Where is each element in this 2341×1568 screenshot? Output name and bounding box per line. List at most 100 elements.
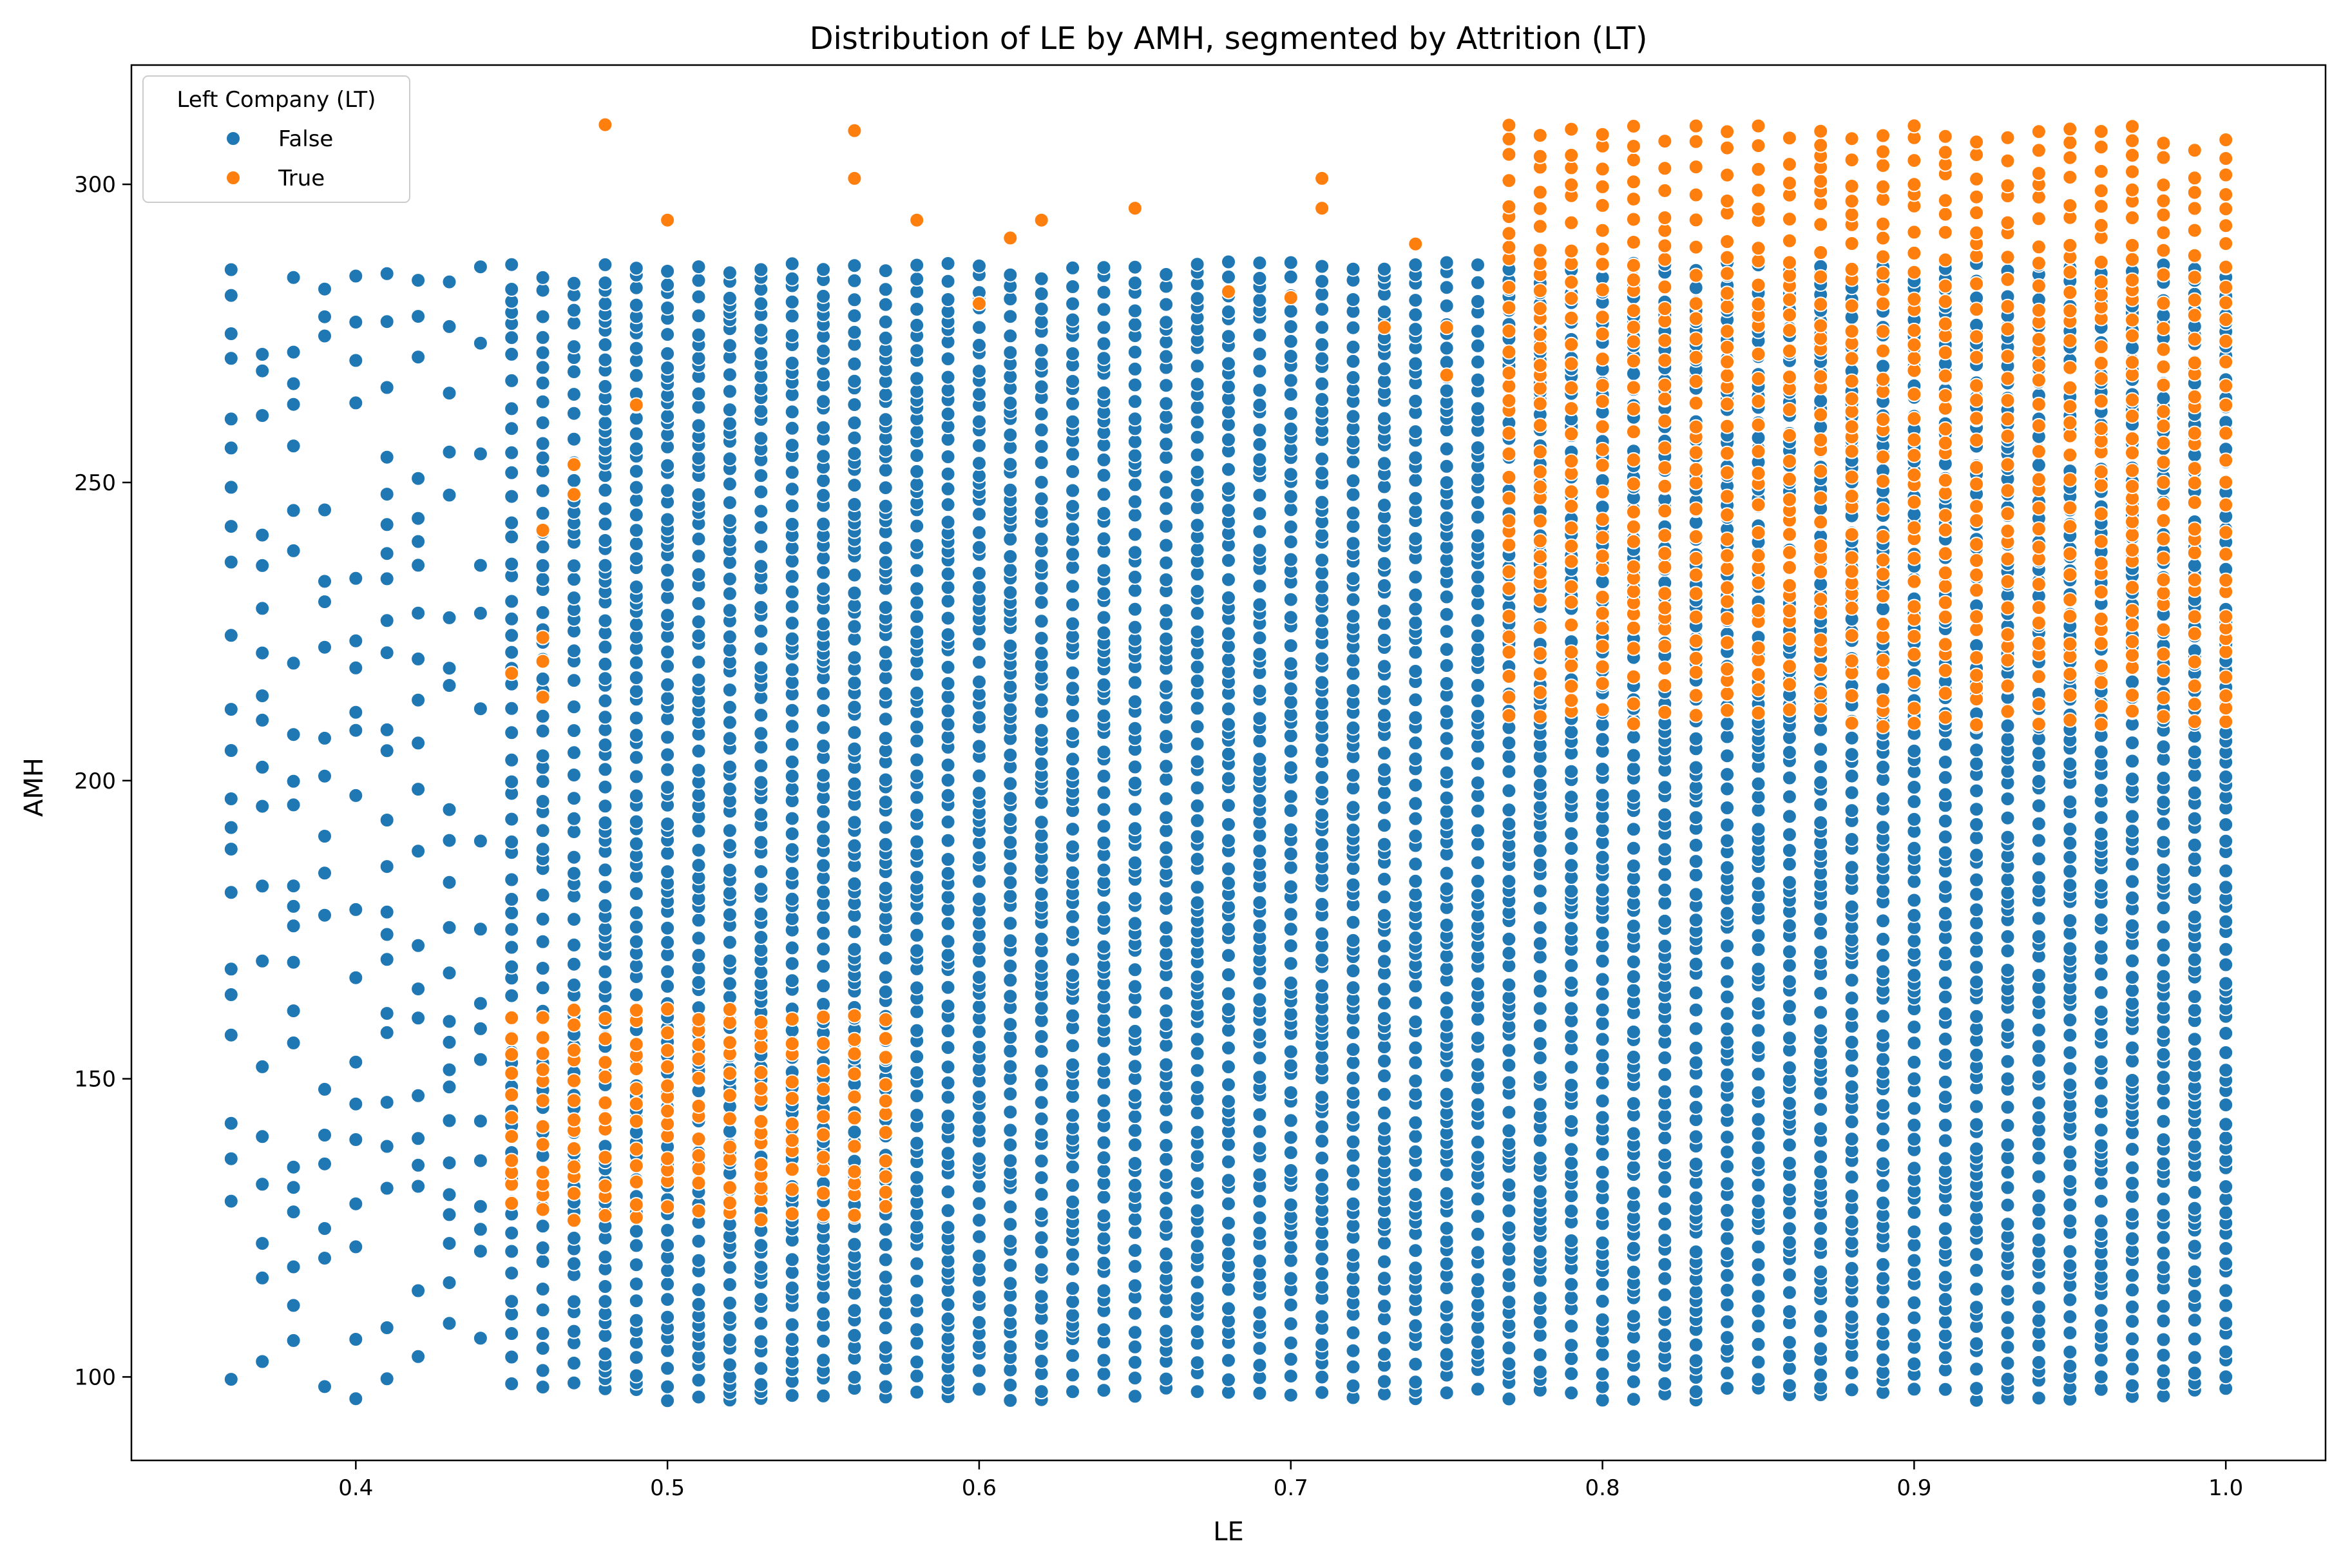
point-false: [2093, 810, 2109, 826]
point-false: [1189, 673, 1205, 689]
point-false: [1283, 879, 1299, 895]
point-false: [1376, 304, 1392, 320]
point-false: [1158, 1167, 1174, 1183]
point-false: [1221, 481, 1236, 497]
point-false: [1283, 1163, 1299, 1178]
point-false: [1470, 274, 1486, 291]
point-false: [1065, 279, 1081, 294]
point-false: [628, 522, 644, 539]
point-false: [535, 887, 551, 903]
point-false: [1158, 555, 1174, 571]
point-false: [410, 533, 426, 550]
point-false: [1470, 338, 1486, 354]
point-false: [1158, 1246, 1174, 1262]
point-false: [1127, 1339, 1143, 1355]
point-false: [1065, 260, 1081, 276]
point-false: [1875, 601, 1891, 617]
point-false: [971, 1314, 987, 1330]
point-false: [1906, 1356, 1922, 1372]
point-false: [909, 271, 925, 287]
point-false: [1252, 1357, 1268, 1373]
point-false: [1189, 879, 1205, 895]
point-false: [566, 723, 582, 739]
point-false: [1594, 1060, 1610, 1076]
point-false: [2155, 1069, 2172, 1085]
point-false: [1221, 571, 1236, 588]
point-false: [753, 739, 769, 755]
point-false: [1750, 1193, 1766, 1209]
point-false: [721, 586, 738, 602]
point-false: [2125, 1378, 2140, 1393]
point-false: [1438, 624, 1455, 640]
point-false: [691, 327, 707, 343]
point-false: [971, 970, 987, 986]
point-false: [753, 774, 769, 790]
point-false: [2218, 1062, 2234, 1078]
point-false: [1470, 678, 1486, 693]
point-false: [846, 477, 863, 493]
point-false: [1438, 948, 1455, 964]
point-false: [1844, 1235, 1860, 1251]
point-false: [285, 542, 301, 559]
point-false: [504, 529, 520, 545]
point-false: [223, 1027, 239, 1043]
point-false: [1002, 933, 1018, 949]
point-false: [410, 651, 426, 667]
point-false: [348, 1391, 364, 1407]
point-false: [940, 716, 956, 732]
point-false: [1096, 818, 1112, 834]
point-false: [721, 885, 738, 901]
point-false: [1408, 735, 1424, 751]
point-false: [1875, 1137, 1891, 1153]
point-false: [2000, 1216, 2016, 1232]
point-false: [2030, 1257, 2047, 1273]
point-false: [441, 874, 457, 890]
point-false: [223, 1151, 239, 1167]
point-false: [1719, 800, 1735, 816]
point-false: [846, 837, 863, 854]
point-false: [909, 1256, 925, 1272]
point-false: [940, 369, 956, 385]
point-false: [1501, 1177, 1517, 1193]
point-false: [816, 685, 832, 702]
point-false: [1532, 1133, 1548, 1148]
point-false: [1252, 397, 1268, 413]
point-false: [2000, 1371, 2016, 1387]
point-false: [940, 382, 956, 398]
point-false: [816, 978, 832, 994]
point-false: [1438, 658, 1455, 674]
point-false: [1781, 1234, 1797, 1250]
point-false: [1221, 1301, 1236, 1317]
point-false: [1438, 354, 1455, 370]
point-false: [1969, 959, 1985, 975]
point-false: [753, 262, 769, 278]
point-false: [1376, 1086, 1392, 1102]
point-false: [410, 1010, 426, 1026]
point-false: [1127, 1211, 1143, 1227]
point-false: [1438, 1017, 1455, 1033]
point-false: [1252, 1341, 1268, 1356]
point-false: [660, 577, 676, 593]
point-false: [1750, 430, 1766, 446]
point-false: [1594, 1047, 1610, 1064]
point-false: [1127, 720, 1143, 736]
point-false: [1470, 708, 1486, 724]
point-false: [1065, 821, 1081, 837]
point-false: [2062, 1257, 2078, 1274]
point-false: [2155, 770, 2172, 786]
point-false: [2155, 1362, 2172, 1379]
point-false: [691, 823, 707, 839]
point-false: [1033, 314, 1049, 330]
point-false: [1719, 716, 1735, 732]
point-false: [1002, 1199, 1018, 1215]
point-false: [1969, 1281, 1985, 1297]
point-false: [1252, 814, 1268, 830]
point-false: [535, 1341, 551, 1356]
point-false: [1625, 858, 1641, 874]
point-false: [971, 524, 987, 540]
point-false: [846, 373, 863, 389]
point-false: [846, 741, 863, 757]
point-false: [1719, 748, 1735, 764]
point-false: [1002, 790, 1018, 807]
point-false: [1844, 1260, 1860, 1276]
